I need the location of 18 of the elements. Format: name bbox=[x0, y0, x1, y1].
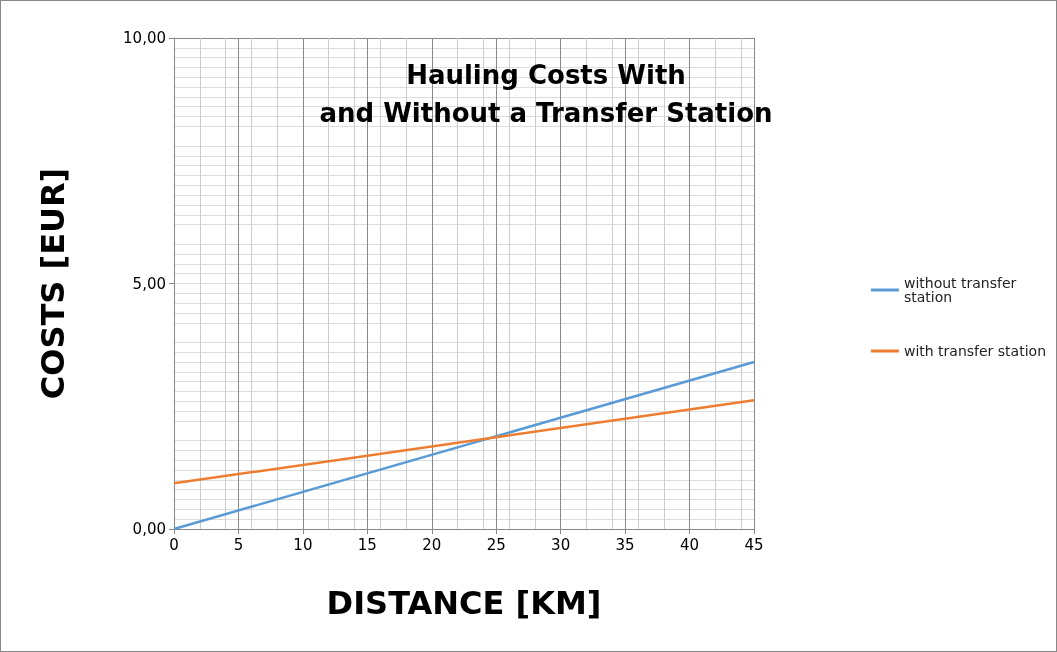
legend-label: without transfer station bbox=[903, 275, 1021, 305]
x-tick-label: 5 bbox=[233, 535, 244, 554]
x-tick-label: 15 bbox=[357, 535, 377, 554]
x-tick-label: 45 bbox=[744, 535, 764, 554]
x-tick-label: 25 bbox=[486, 535, 506, 554]
text: Hauling Costs With and Without a Transfer Station bbox=[319, 60, 773, 128]
x-tick-label: 40 bbox=[680, 535, 700, 554]
x-tick-label: 30 bbox=[551, 535, 571, 554]
y-axis-title: COSTS [EUR] bbox=[34, 167, 72, 400]
x-tick-label: 0 bbox=[169, 535, 179, 554]
x-tick-label: 35 bbox=[615, 535, 635, 554]
x-tick-label: 10 bbox=[293, 535, 313, 554]
y-tick-label: 5,00 bbox=[132, 274, 166, 293]
x-tick-label: 20 bbox=[422, 535, 442, 554]
y-tick-label: 0,00 bbox=[132, 520, 166, 538]
x-axis-title: DISTANCE [KM] bbox=[326, 584, 602, 622]
y-tick-label: 10,00 bbox=[123, 29, 166, 47]
legend-label: with transfer station bbox=[903, 343, 1047, 359]
